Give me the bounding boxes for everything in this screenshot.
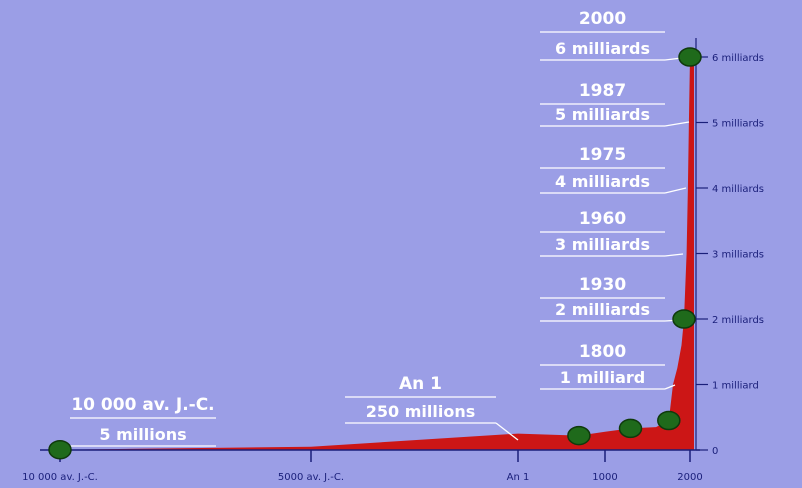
annotation-label: 10 000 av. J.-C. 5 millions [59,395,216,451]
annotation-label: 2000 6 milliards [540,9,691,61]
annotation-year: 1930 [579,275,626,295]
annotation-leader [664,187,687,194]
annotation-year: 1800 [579,342,626,362]
y-tick-label: 3 milliards [712,250,764,261]
y-tick-label: 0 [712,446,718,457]
annotation-value: 250 millions [366,402,475,421]
annotation-label: An 1 250 millions [345,374,519,441]
annotation-leader [664,384,676,390]
y-tick-label: 1 milliard [712,381,759,392]
y-tick-label: 5 milliards [712,119,764,130]
y-tick-label: 6 milliards [712,53,764,64]
annotation-label: 1987 5 milliards [540,81,690,127]
annotation-year: 2000 [579,9,626,29]
y-tick-label: 4 milliards [712,184,764,195]
x-tick-label: 1000 [592,472,617,483]
annotation-label: 1975 4 milliards [540,145,687,194]
annotation-year: 1987 [579,81,626,101]
x-tick-label: 10 000 av. J.-C. [22,472,98,483]
x-tick-label: 2000 [677,472,702,483]
annotation-value: 5 millions [99,425,186,444]
annotation-value: 6 milliards [555,39,650,58]
data-point-marker [678,47,702,67]
data-point-marker [672,309,696,329]
annotation-year: 1975 [579,145,626,165]
annotation-leader [664,121,690,127]
annotation-leader [495,422,519,441]
x-tick-label: 5000 av. J.-C. [278,472,344,483]
annotation-year: 10 000 av. J.-C. [71,395,214,415]
y-tick-label: 2 milliards [712,315,764,326]
data-point-marker [567,425,591,446]
annotation-value: 1 milliard [560,368,645,387]
annotation-year: 1960 [579,209,626,229]
annotation-leader [664,253,684,257]
annotation-label: 1800 1 milliard [540,342,676,390]
data-point-marker [48,439,72,460]
annotation-year: An 1 [399,374,442,394]
annotation-value: 3 milliards [555,235,650,254]
annotation-label: 1960 3 milliards [540,209,684,257]
data-point-marker [618,418,643,439]
x-tick-label: An 1 [507,472,530,483]
annotation-value: 5 milliards [555,105,650,124]
annotation-label: 1930 2 milliards [540,275,682,322]
annotation-value: 4 milliards [555,172,650,191]
annotation-value: 2 milliards [555,300,650,319]
data-point-marker [657,410,681,431]
